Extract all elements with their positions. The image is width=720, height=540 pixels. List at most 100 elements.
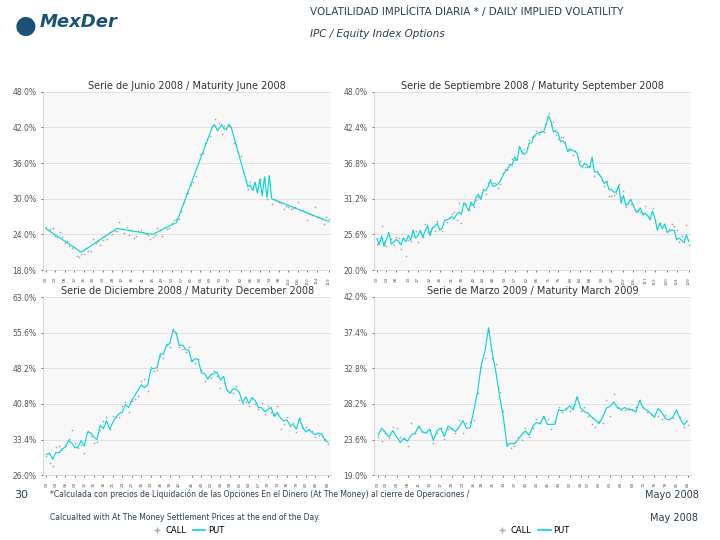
- Point: [555, 132, 567, 141]
- Point: [497, 168, 508, 177]
- Point: [553, 402, 564, 411]
- Point: [310, 432, 321, 441]
- Point: [656, 414, 667, 423]
- Point: [42, 226, 54, 235]
- Point: [204, 132, 215, 140]
- Point: [142, 231, 153, 239]
- Point: [275, 424, 287, 433]
- Point: [483, 327, 495, 336]
- Point: [598, 181, 610, 190]
- Point: [671, 226, 683, 234]
- Point: [258, 175, 270, 184]
- Point: [570, 147, 581, 156]
- Point: [102, 234, 113, 243]
- Point: [475, 362, 487, 371]
- Point: [616, 406, 627, 414]
- Point: [240, 177, 251, 186]
- Point: [642, 212, 654, 220]
- Point: [168, 215, 180, 224]
- Point: [582, 412, 594, 421]
- Point: [465, 200, 477, 209]
- Point: [145, 235, 156, 244]
- Point: [218, 379, 230, 388]
- Point: [171, 329, 182, 338]
- Point: [593, 170, 605, 178]
- Point: [504, 160, 516, 168]
- Point: [652, 412, 664, 421]
- Point: [132, 392, 144, 400]
- Point: [501, 438, 513, 447]
- Point: [252, 187, 264, 195]
- Point: [230, 382, 242, 391]
- Point: [543, 109, 554, 117]
- Point: [256, 188, 268, 197]
- Point: [302, 215, 313, 224]
- Point: [627, 201, 639, 210]
- Text: Calcualted with At The Money Settlement Prices at the end of the Day.: Calcualted with At The Money Settlement …: [50, 513, 320, 522]
- Point: [630, 403, 642, 411]
- Point: [163, 224, 175, 233]
- Point: [649, 216, 661, 225]
- Point: [435, 424, 446, 433]
- Point: [383, 230, 395, 239]
- Point: [682, 420, 693, 429]
- Point: [678, 237, 690, 246]
- Point: [242, 184, 253, 193]
- Point: [173, 215, 184, 224]
- Title: Serie de Marzo 2009 / Maturity March 2009: Serie de Marzo 2009 / Maturity March 200…: [427, 286, 639, 296]
- Point: [454, 198, 465, 207]
- Point: [92, 237, 104, 245]
- Point: [593, 416, 605, 425]
- Point: [316, 431, 328, 440]
- Point: [391, 423, 402, 432]
- Point: [461, 419, 472, 428]
- Point: [183, 188, 194, 197]
- Point: [477, 185, 489, 193]
- Point: [574, 157, 585, 166]
- Point: [85, 247, 96, 255]
- Point: [197, 148, 208, 157]
- Point: [90, 239, 102, 248]
- Point: [412, 238, 423, 246]
- Point: [285, 205, 297, 213]
- Point: [454, 416, 465, 424]
- Point: [276, 199, 287, 208]
- Point: [534, 417, 546, 426]
- Point: [417, 427, 428, 436]
- Point: [199, 139, 211, 147]
- Legend: CALL, PUT: CALL, PUT: [147, 523, 228, 539]
- Point: [47, 224, 58, 232]
- Point: [531, 126, 542, 135]
- Point: [221, 124, 233, 133]
- Point: [45, 225, 56, 234]
- Point: [564, 407, 575, 416]
- Point: [410, 227, 421, 235]
- Point: [212, 372, 223, 380]
- Point: [424, 426, 436, 434]
- Point: [667, 414, 678, 422]
- Point: [472, 389, 483, 397]
- Point: [577, 163, 588, 171]
- Point: [376, 222, 387, 231]
- Point: [109, 227, 120, 235]
- Point: [464, 417, 476, 426]
- Point: [668, 222, 680, 231]
- Point: [461, 199, 472, 208]
- Point: [216, 130, 228, 138]
- Point: [190, 172, 202, 180]
- Point: [44, 459, 55, 468]
- Point: [470, 195, 482, 204]
- Point: [240, 398, 251, 407]
- Point: [663, 415, 675, 423]
- Point: [647, 204, 658, 212]
- Point: [438, 215, 450, 224]
- Point: [413, 422, 424, 431]
- Point: [297, 206, 308, 214]
- Point: [281, 413, 292, 422]
- Point: [68, 242, 80, 251]
- Point: [59, 239, 71, 247]
- Point: [233, 147, 244, 156]
- Point: [224, 388, 235, 396]
- Point: [211, 125, 222, 134]
- Point: [230, 141, 242, 150]
